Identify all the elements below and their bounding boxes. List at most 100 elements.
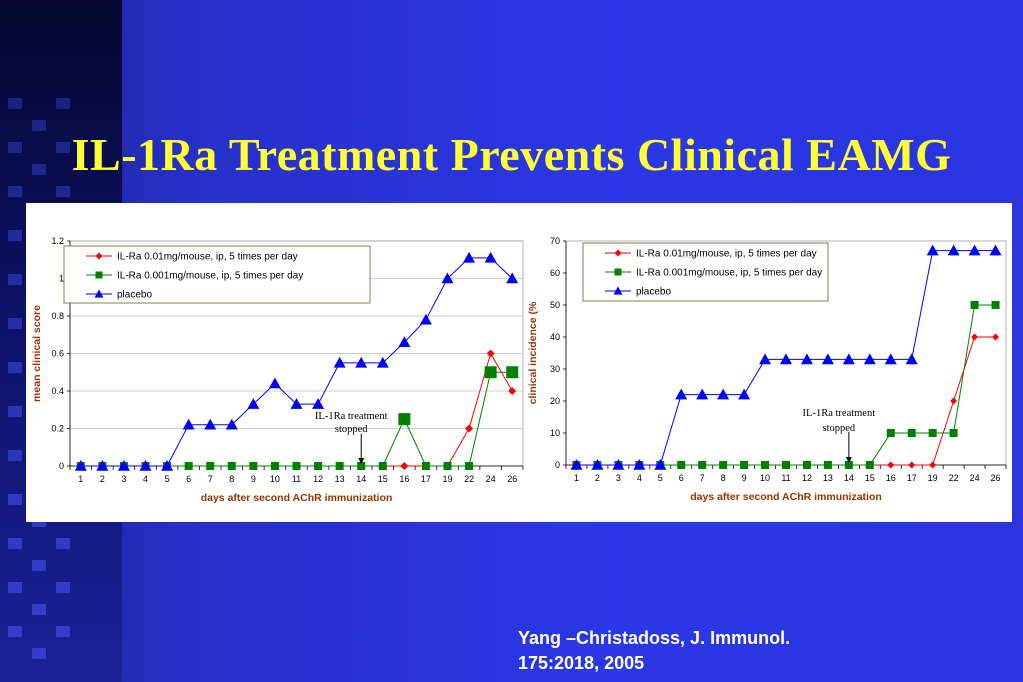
chart2-x-tick-label: 13 [823, 473, 833, 483]
chart1-y-tick-label: 0.6 [51, 349, 64, 359]
chart2-series-3-point [633, 459, 646, 470]
chart2-x-tick-label: 9 [742, 473, 747, 483]
decorative-square [8, 186, 22, 197]
chart2-series-3-point [842, 353, 855, 365]
decorative-square [32, 120, 46, 131]
chart2-series-3-point [591, 459, 604, 470]
chart2-series-1-point [908, 461, 916, 469]
chart2-y-tick-label: 10 [550, 428, 560, 438]
chart1-y-tick-label: 1 [59, 274, 64, 284]
chart2-annotation-line-1: IL-1Ra treatment [803, 408, 876, 419]
decorative-square [8, 582, 22, 593]
chart1-series-3-point [441, 272, 454, 284]
chart1-y-tick-label: 0.4 [51, 386, 64, 396]
chart1-series-3-point [376, 356, 389, 368]
chart1-series-3-point [247, 398, 260, 409]
chart1-series-line-2 [80, 371, 513, 467]
chart1-series-3-point [484, 251, 497, 263]
citation-line-2: 175:2018, 2005 [518, 653, 645, 673]
chart2-series-3-point [717, 388, 730, 400]
decorative-square [8, 274, 22, 285]
chart2-series-2-point [719, 461, 728, 469]
chart2-y-tick-label: 30 [550, 364, 560, 374]
decorative-square [8, 406, 22, 417]
chart1-series-2-point [378, 462, 387, 470]
chart1-series-3-point [355, 356, 368, 368]
chart1-x-tick-label: 1 [78, 474, 83, 484]
chart2-series-1-point [887, 461, 895, 469]
chart1-legend-label-1: IL-Ra 0.01mg/mouse, ip, 5 times per day [117, 252, 298, 263]
chart1-series-2-point [335, 462, 344, 470]
chart2-series-2-point [761, 461, 770, 469]
decorative-square [32, 164, 46, 175]
chart1-legend-box [63, 245, 371, 304]
chart1-series-2-point [184, 462, 193, 470]
chart1-series-1-point [400, 462, 409, 470]
chart2-series-1-point [971, 333, 979, 341]
chart1-x-tick-label: 26 [507, 474, 517, 484]
chart1-series-2-point [443, 462, 452, 470]
chart2-series-2-point [844, 461, 853, 469]
chart2-series-3-point [759, 353, 772, 365]
chart2-series-3-point [968, 244, 981, 256]
charts-canvas: 00.20.40.60.811.21 2 3 4 5 6 7 8 9 10 11 12 13 14 15 16… [31, 236, 1007, 504]
decorative-square [32, 604, 46, 615]
chart2-series-3-point [989, 244, 1002, 256]
decorative-square [8, 142, 22, 153]
chart1-legend-marker-1 [95, 252, 103, 260]
chart2-series-2-point [677, 461, 686, 469]
chart2-x-tick-label: 24 [970, 473, 980, 483]
chart2-series-3-point [780, 353, 792, 365]
chart2-x-tick-label: 22 [949, 473, 959, 483]
chart2-series-3-point [926, 244, 939, 256]
decorative-square [8, 450, 22, 461]
chart1-x-tick-label: 17 [421, 474, 431, 484]
chart2-series-1-point [950, 397, 958, 405]
chart1-x-tick-label: 12 [313, 474, 323, 484]
decorative-square [8, 98, 22, 109]
chart1-x-tick-label: 16 [399, 474, 409, 484]
chart1-legend-marker-3 [94, 289, 104, 298]
decorative-square [32, 560, 46, 571]
chart2-legend-marker-3 [613, 286, 623, 295]
chart2-legend-marker-2 [614, 268, 622, 276]
chart2-series-1-point [992, 333, 1000, 341]
chart2-series-3-point [570, 459, 583, 470]
chart2-x-tick-label: 1 [574, 473, 579, 483]
chart1-series-3-point [333, 356, 346, 368]
chart1-x-tick-label: 22 [464, 474, 474, 484]
chart1-series-3-point [139, 460, 152, 471]
chart1-series-2-point [506, 366, 519, 379]
chart2-x-tick-label: 14 [844, 473, 854, 483]
chart1-series-2-point [227, 462, 236, 470]
chart1-series-3-point [290, 398, 303, 409]
decorative-square [8, 626, 22, 637]
chart1-series-2-point [465, 462, 474, 470]
chart2-x-tick-label: 5 [658, 473, 663, 483]
chart2-series-2-point [865, 461, 874, 469]
chart1-legend-label-3: placebo [117, 290, 152, 301]
chart1-series-2-point [314, 462, 323, 470]
chart2-x-tick-label: 16 [886, 473, 896, 483]
chart1-series-3-point [204, 418, 217, 430]
chart1-series-3-point [225, 418, 238, 430]
chart2-legend-label-1: IL-Ra 0.01mg/mouse, ip, 5 times per day [636, 249, 817, 260]
chart2-legend-marker-1 [614, 249, 622, 257]
chart2-series-2-point [949, 429, 958, 437]
citation-line-1: Yang –Christadoss, J. Immunol. [518, 628, 791, 648]
chart1-series-2-point [398, 413, 411, 426]
chart2-series-2-point [782, 461, 790, 469]
chart2-y-tick-label: 60 [550, 268, 560, 278]
chart1-annotation-arrow-head [358, 458, 365, 464]
chart2-series-3-point [800, 353, 813, 365]
chart2-legend-label-3: placebo [636, 287, 671, 298]
chart2-y-tick-label: 20 [550, 396, 560, 406]
chart2-x-tick-label: 26 [991, 473, 1001, 483]
chart1-annotation-line-1: IL-1Ra treatment [315, 411, 388, 422]
citation: Yang –Christadoss, J. Immunol. 175:2018,… [518, 626, 790, 676]
chart1-series-3-point [463, 251, 476, 263]
chart2-x-tick-label: 11 [781, 473, 790, 483]
chart2-legend-label-2: IL-Ra 0.001mg/mouse, ip, 5 times per day [636, 268, 822, 279]
chart1-series-3-point [419, 313, 432, 325]
chart1-y-tick-label: 0 [59, 461, 64, 471]
